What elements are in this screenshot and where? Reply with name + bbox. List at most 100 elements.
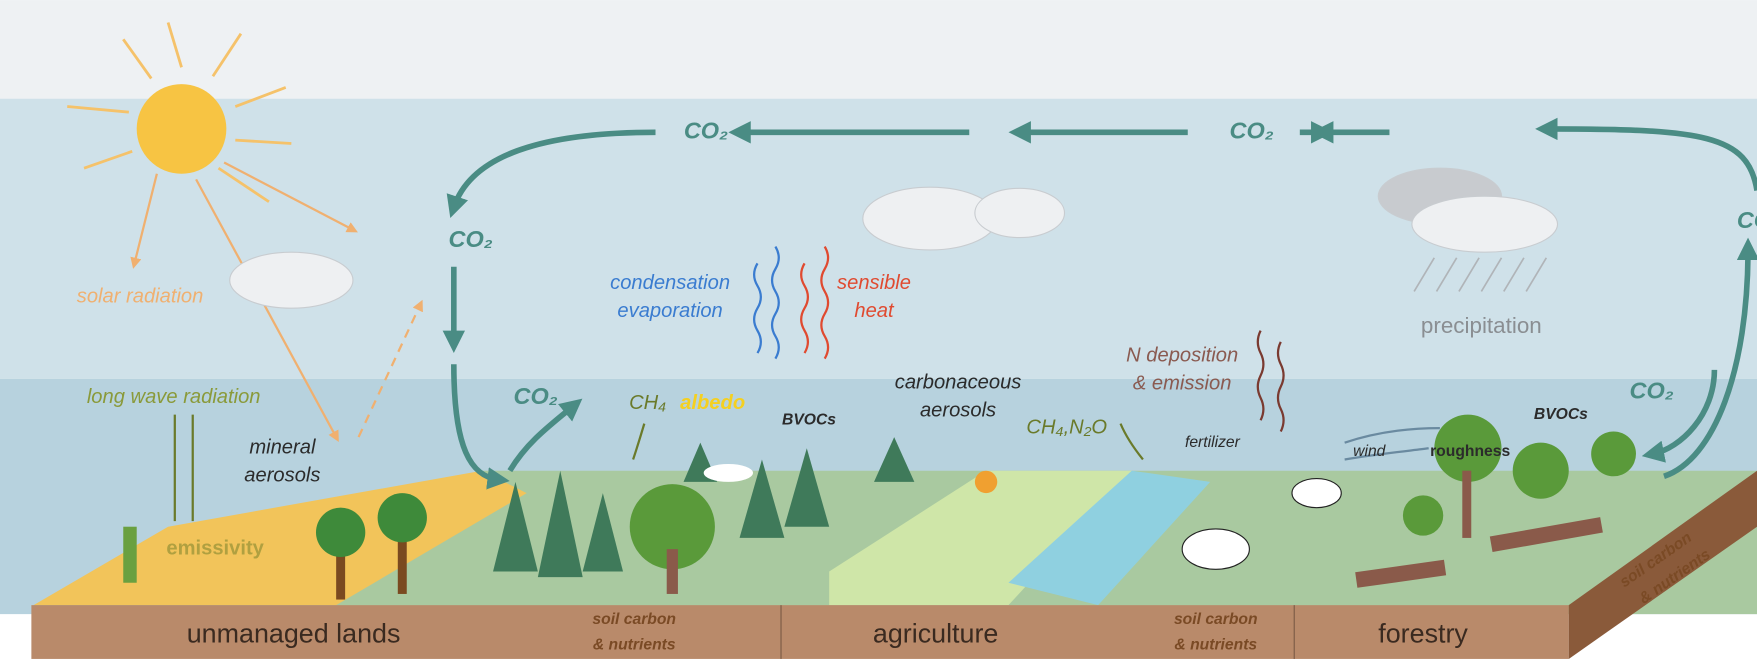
co2-cycle-arrows-part <box>451 364 510 490</box>
co2-cycle-arrows-part <box>1663 237 1757 479</box>
sun-part-part <box>235 138 292 145</box>
precipitation-label: precipitation <box>1421 313 1542 338</box>
co2-cycle-arrows-part <box>1641 369 1718 463</box>
background-part <box>0 0 1757 99</box>
soil-label: soil carbon <box>592 611 676 628</box>
flux-arrows-part <box>1276 341 1285 432</box>
flux-arrows-part <box>632 423 646 460</box>
vegetation-part <box>1181 477 1342 570</box>
sun-part-part <box>223 161 358 233</box>
labels: CO₂ CO₂ CO₂ CO₂ CO₂ CO₂ solar radiation … <box>77 118 1757 654</box>
rain-part <box>1435 257 1458 292</box>
soil-label: & nutrients <box>1174 637 1257 654</box>
vegetation-part-part <box>1355 559 1447 588</box>
co2-label: CO₂ <box>1630 377 1674 403</box>
vegetation-part-part <box>123 526 137 583</box>
co2-label: CO₂ <box>1230 118 1274 144</box>
vegetation-part-part <box>629 484 715 570</box>
albedo-label: albedo <box>680 392 745 414</box>
sun-part <box>67 22 292 203</box>
co2-label: CO₂ <box>1737 207 1757 233</box>
background-part <box>1568 470 1757 659</box>
sun-part-part <box>217 166 270 203</box>
vegetation-part-part <box>537 470 583 578</box>
rain-part <box>1480 257 1503 292</box>
vegetation-part-part <box>397 537 407 594</box>
sensible-heat-label: heat <box>854 300 895 322</box>
vegetation-part-part <box>1402 495 1444 536</box>
land-use-label: unmanaged lands <box>187 619 401 649</box>
vegetation-part <box>974 470 998 494</box>
vegetation-part <box>629 414 1636 570</box>
vegetation-part-part <box>739 459 785 538</box>
ch4-label: CH₄ <box>629 392 666 414</box>
vegetation-part-part <box>493 481 538 572</box>
vegetation-part <box>123 493 427 600</box>
clouds-part <box>1411 195 1559 253</box>
vegetation-part <box>666 470 1603 594</box>
co2-cycle-arrows-part <box>507 398 583 473</box>
vegetation-part-part <box>315 507 366 557</box>
clouds-part <box>229 251 354 309</box>
solar-radiation-label: solar radiation <box>77 285 204 307</box>
co2-cycle-arrows-part <box>446 129 656 218</box>
rain <box>1413 257 1548 292</box>
sun <box>67 22 423 442</box>
vegetation-part-part <box>1512 442 1569 499</box>
land-use-label: forestry <box>1378 619 1468 649</box>
clouds-part <box>974 187 1066 239</box>
co2-cycle-arrows <box>442 117 1757 490</box>
mineral-aerosols-label: aerosols <box>244 465 320 487</box>
vegetation-part-part <box>666 549 678 594</box>
flux-arrows-part <box>770 246 780 360</box>
flux-arrows-part <box>800 262 810 354</box>
bvocs-label: BVOCs <box>1534 406 1588 423</box>
bvocs-label: BVOCs <box>782 411 836 428</box>
vegetation-part-part <box>784 448 830 527</box>
ch4-n2o-label: CH₄,N₂O <box>1026 416 1107 438</box>
rain-part <box>1458 257 1480 292</box>
background-part <box>31 605 1569 659</box>
n-deposition-label: N deposition <box>1126 345 1238 367</box>
co2-cycle-arrows-part <box>1535 117 1757 191</box>
sun-part-part <box>357 299 423 438</box>
flux-arrows-part <box>753 262 762 354</box>
mineral-aerosols-label: mineral <box>249 437 316 459</box>
vegetation-part <box>703 463 753 482</box>
vegetation-part-part <box>377 493 427 543</box>
sun-part-part <box>83 150 133 170</box>
sun-part-part <box>130 173 158 269</box>
sun-part-part <box>166 22 183 68</box>
sun-part-part <box>67 105 129 114</box>
sun-part-part <box>211 32 243 78</box>
long-wave-label: long wave radiation <box>87 386 261 408</box>
sun-part <box>136 84 227 174</box>
sun-part-part <box>122 38 153 80</box>
flux-arrows-part <box>1344 447 1429 461</box>
rain-part <box>1503 257 1525 292</box>
sun-part-part <box>234 86 287 108</box>
flux-arrows-part <box>1119 423 1144 461</box>
co2-label: CO₂ <box>449 226 493 252</box>
rain-part <box>1413 257 1436 292</box>
flux-arrows <box>173 246 1440 522</box>
sun-part <box>130 161 423 442</box>
background-part <box>1008 470 1211 606</box>
co2-label: CO₂ <box>513 383 557 409</box>
vegetation <box>123 414 1636 600</box>
soil-label: soil carbon <box>1174 611 1258 628</box>
vegetation-part-part <box>1291 477 1342 509</box>
vegetation-part-part <box>1591 431 1636 477</box>
sensible-heat-label: sensible <box>837 272 911 294</box>
flux-arrows-part <box>1256 330 1265 421</box>
vegetation-part-part <box>1434 414 1502 482</box>
emissivity-label: emissivity <box>166 537 264 559</box>
evaporation-label: evaporation <box>617 300 722 322</box>
vegetation-part-part <box>1181 528 1250 570</box>
vegetation-part-part <box>1462 470 1472 538</box>
wind-label: wind <box>1353 443 1387 460</box>
flux-arrows-part <box>820 246 830 360</box>
vegetation-part-part <box>582 493 624 572</box>
n-deposition-label: & emission <box>1133 373 1232 395</box>
